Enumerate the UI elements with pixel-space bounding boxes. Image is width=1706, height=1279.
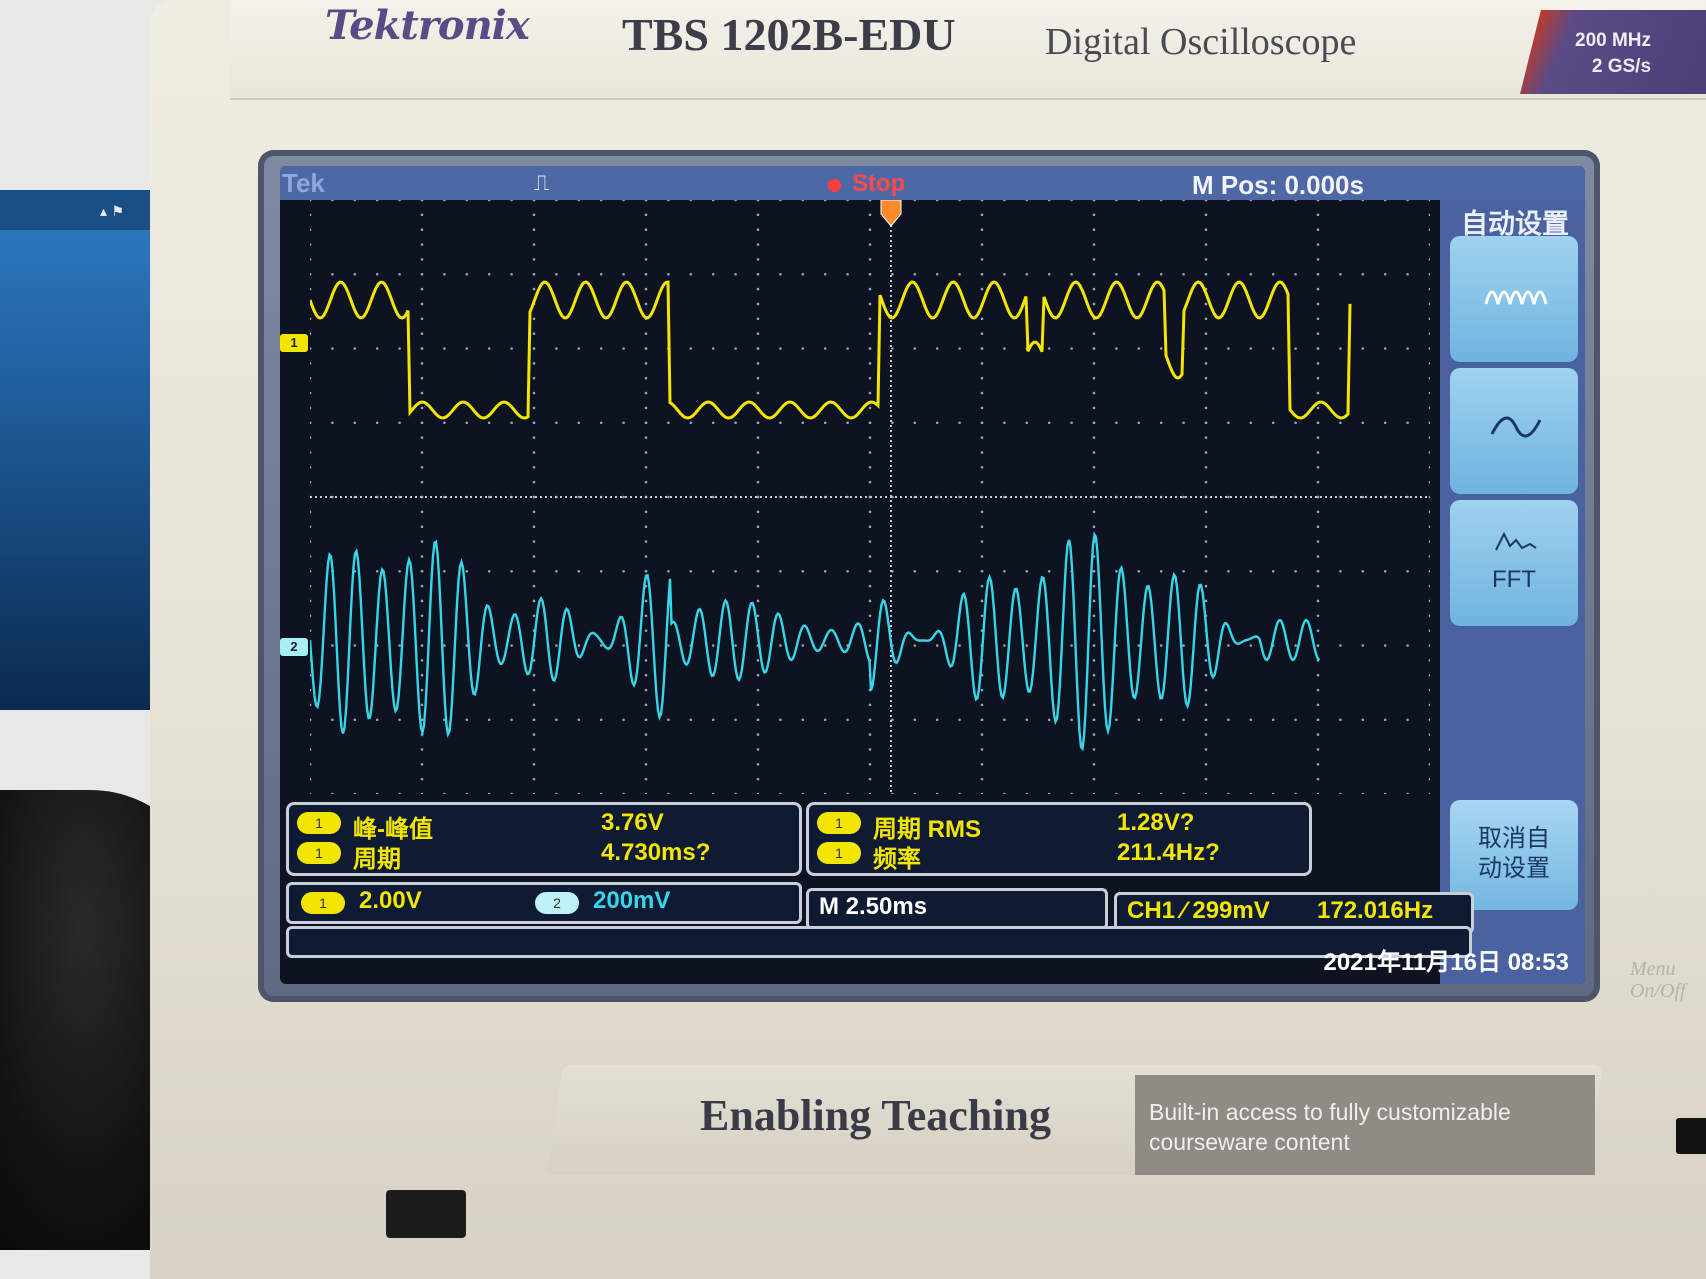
channel-pill: 1 <box>297 812 341 834</box>
m-pos-readout: M Pos: 0.000s <box>1192 170 1364 200</box>
run-state: Stop <box>852 170 906 197</box>
ch1-waveform <box>310 280 1352 420</box>
measurement-name: 峰-峰值 <box>353 816 433 843</box>
courseware-line1: Built-in access to fully customizable <box>1149 1099 1511 1125</box>
channel-scale-bar: 1 2.00V 2 200mV <box>286 882 802 924</box>
channel-pill: 1 <box>297 842 341 864</box>
tray-flag-icon: ▴ ⚑ <box>100 204 125 220</box>
stop-indicator-icon <box>828 179 841 192</box>
message-bar <box>286 926 1472 958</box>
cancel-autoset-label-line2: 动设置 <box>1478 855 1550 882</box>
menu-onoff-line1: Menu <box>1630 958 1676 980</box>
single-cycle-wave-icon <box>1490 416 1542 438</box>
menu-onoff-label: Menu On/Off <box>1630 958 1686 1002</box>
measurement-row[interactable]: 1 峰-峰值 3.76V <box>297 809 807 843</box>
measurement-value: 1.28V? <box>1117 809 1195 836</box>
measurement-name: 频率 <box>873 846 921 873</box>
trigger-frequency: 172.016Hz <box>1317 897 1434 924</box>
spec-sample-rate: 2 GS/s <box>1591 56 1652 77</box>
trigger-position-icon <box>880 200 902 227</box>
side-menu: 自动设置 FFT 取消自 动设置 <box>1440 200 1585 984</box>
ch1-pill: 1 <box>301 892 345 914</box>
model-description: Digital Oscilloscope <box>1045 21 1357 63</box>
ch2-ground-marker[interactable]: 2 <box>280 638 308 656</box>
top-label-strip <box>230 0 1706 100</box>
graticule-grid <box>310 200 1430 794</box>
fft-label: FFT <box>1492 566 1536 593</box>
courseware-label: Built-in access to fully customizable co… <box>1135 1075 1595 1175</box>
ch2-pill: 2 <box>535 892 579 914</box>
brand-logo: Tektronix <box>325 2 530 49</box>
fft-icon <box>1495 531 1537 551</box>
menu-onoff-line2: On/Off <box>1630 980 1686 1002</box>
scope-foot <box>386 1190 466 1238</box>
timebase-readout[interactable]: M 2.50ms <box>819 893 928 920</box>
measurement-row[interactable]: 1 周期 RMS 1.28V? <box>817 809 1317 843</box>
autoset-fft-button[interactable]: FFT <box>1450 500 1578 626</box>
spec-text: 200 MHz 2 GS/s <box>1575 28 1651 80</box>
trigger-readout[interactable]: CH1 ⁄ 299mV <box>1127 897 1270 924</box>
usb-port[interactable] <box>1676 1118 1706 1154</box>
cancel-autoset-label: 取消自 动设置 <box>1450 824 1578 884</box>
ch1-scale[interactable]: 2.00V <box>359 887 422 914</box>
ch1-ground-marker[interactable]: 1 <box>280 334 308 352</box>
measurement-row[interactable]: 1 频率 211.4Hz? <box>817 839 1317 873</box>
courseware-line2: courseware content <box>1149 1129 1350 1155</box>
slogan: Enabling Teaching <box>700 1091 1051 1140</box>
model-name: TBS 1202B-EDU <box>622 9 956 60</box>
channel-pill: 1 <box>817 842 861 864</box>
timebase-bar: M 2.50ms <box>806 888 1108 930</box>
measurement-box-right: 1 周期 RMS 1.28V? 1 频率 211.4Hz? <box>806 802 1312 876</box>
ch2-scale[interactable]: 200mV <box>593 887 671 914</box>
scope-screen: Tek ⎍ Stop M Pos: 0.000s 1 2 自动设置 FFT <box>280 166 1585 984</box>
status-bar: Tek ⎍ Stop M Pos: 0.000s <box>280 166 1585 200</box>
measurement-row[interactable]: 1 周期 4.730ms? <box>297 839 807 873</box>
measurement-value: 211.4Hz? <box>1117 839 1220 866</box>
measurement-name: 周期 RMS <box>873 816 981 843</box>
date-time: 2021年11月16日 08:53 <box>1323 949 1569 976</box>
cancel-autoset-button[interactable]: 取消自 动设置 <box>1450 800 1578 910</box>
waveform-display <box>310 200 1430 794</box>
measurement-box-left: 1 峰-峰值 3.76V 1 周期 4.730ms? <box>286 802 802 876</box>
multi-cycle-wave-icon <box>1484 290 1548 305</box>
spec-bandwidth: 200 MHz <box>1575 30 1652 51</box>
cancel-autoset-label-line1: 取消自 <box>1478 825 1550 852</box>
measurement-value: 3.76V <box>601 809 664 836</box>
measurement-name: 周期 <box>353 846 401 873</box>
autoset-multi-cycle-button[interactable] <box>1450 236 1578 362</box>
tek-label: Tek <box>282 168 325 198</box>
autoset-single-cycle-button[interactable] <box>1450 368 1578 494</box>
trigger-pulse-icon: ⎍ <box>534 170 550 195</box>
measurement-value: 4.730ms? <box>601 839 711 866</box>
channel-pill: 1 <box>817 812 861 834</box>
ch2-waveform <box>310 530 1321 752</box>
autoset-menu-title: 自动设置 <box>1461 209 1569 239</box>
